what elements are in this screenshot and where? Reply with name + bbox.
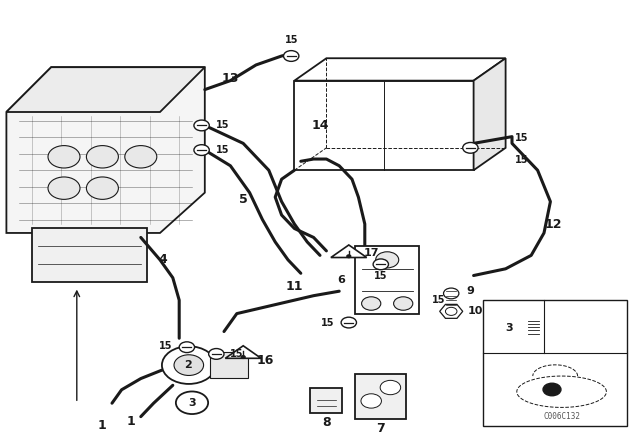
Text: 8: 8: [322, 416, 331, 430]
Bar: [310, 388, 342, 413]
Text: C006C132: C006C132: [543, 412, 580, 421]
Text: 1: 1: [127, 414, 136, 428]
Circle shape: [341, 317, 356, 328]
Polygon shape: [331, 245, 367, 258]
Circle shape: [194, 120, 209, 131]
Text: 1: 1: [98, 419, 107, 432]
Text: 2: 2: [184, 360, 191, 370]
Text: 11: 11: [285, 280, 303, 293]
Text: 9: 9: [467, 286, 474, 296]
Bar: [355, 374, 406, 419]
Circle shape: [241, 356, 245, 358]
Text: 15: 15: [515, 155, 529, 165]
Circle shape: [444, 288, 459, 299]
Bar: [355, 246, 419, 314]
Text: 12: 12: [545, 217, 563, 231]
Text: 15: 15: [374, 271, 388, 281]
Text: 16: 16: [257, 354, 275, 367]
Text: 5: 5: [239, 193, 248, 206]
Text: 4: 4: [159, 253, 168, 267]
Text: 15: 15: [515, 133, 529, 143]
Polygon shape: [294, 58, 506, 81]
Circle shape: [361, 394, 381, 408]
Bar: [211, 352, 248, 378]
Circle shape: [86, 177, 118, 199]
Circle shape: [347, 255, 351, 258]
Circle shape: [394, 297, 413, 310]
Polygon shape: [6, 67, 205, 112]
Circle shape: [176, 392, 208, 414]
Circle shape: [362, 297, 381, 310]
Circle shape: [543, 383, 561, 396]
Circle shape: [48, 146, 80, 168]
Text: 10: 10: [468, 306, 483, 316]
Circle shape: [125, 146, 157, 168]
Text: 15: 15: [159, 341, 173, 351]
Text: 3: 3: [506, 323, 513, 333]
Bar: [294, 81, 474, 170]
Text: 15: 15: [230, 349, 244, 359]
Text: 15: 15: [321, 318, 335, 327]
Text: 15: 15: [284, 35, 298, 45]
Circle shape: [463, 142, 478, 153]
Polygon shape: [440, 304, 463, 319]
Polygon shape: [225, 346, 261, 358]
Text: 7: 7: [376, 422, 385, 435]
Bar: [32, 228, 147, 282]
Text: 15: 15: [216, 121, 230, 130]
Circle shape: [445, 307, 457, 315]
Text: 13: 13: [221, 72, 239, 85]
Circle shape: [174, 355, 204, 375]
Text: 3: 3: [188, 398, 196, 408]
Circle shape: [162, 346, 216, 384]
Text: 15: 15: [216, 145, 230, 155]
Text: 17: 17: [364, 248, 379, 258]
Circle shape: [376, 252, 399, 268]
Circle shape: [284, 51, 299, 61]
Polygon shape: [6, 67, 205, 233]
Text: 15: 15: [431, 295, 445, 305]
Text: 14: 14: [311, 119, 329, 132]
Circle shape: [373, 259, 388, 270]
Circle shape: [48, 177, 80, 199]
Bar: [483, 300, 627, 426]
Circle shape: [86, 146, 118, 168]
Polygon shape: [474, 58, 506, 170]
Circle shape: [179, 342, 195, 353]
Circle shape: [194, 145, 209, 155]
Circle shape: [380, 380, 401, 395]
Circle shape: [209, 349, 224, 359]
Text: 6: 6: [337, 275, 345, 285]
